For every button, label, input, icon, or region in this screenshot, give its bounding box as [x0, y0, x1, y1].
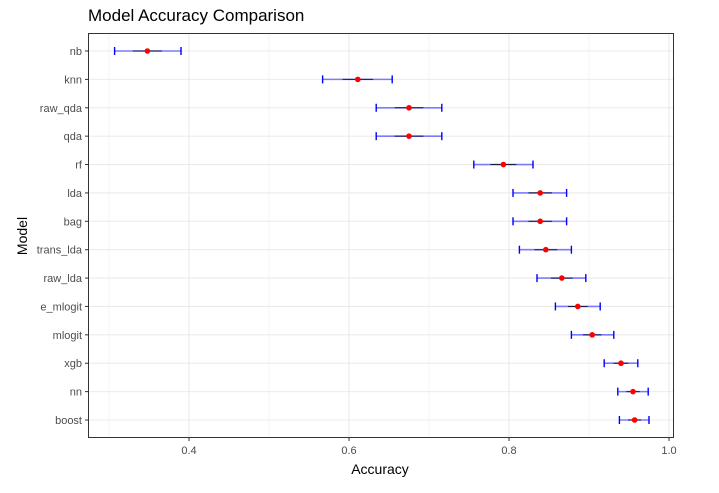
ytick-label-mlogit: mlogit — [53, 330, 82, 342]
point-qda — [406, 133, 412, 139]
grid-layer — [89, 34, 673, 437]
ytick-label-qda: qda — [64, 131, 83, 143]
xtick-label: 1.0 — [661, 445, 676, 457]
x-axis: 0.4 0.6 0.8 1.0 — [181, 437, 677, 457]
ytick-label-raw_qda: raw_qda — [40, 103, 83, 115]
point-xgb — [618, 360, 624, 367]
ytick-label-bag: bag — [64, 216, 82, 228]
point-raw_qda — [406, 104, 412, 111]
point-bag — [537, 218, 543, 225]
ytick-label-lda: lda — [67, 188, 83, 200]
point-nn — [630, 388, 636, 395]
x-axis-title: Accuracy — [351, 461, 409, 477]
point-nb — [144, 48, 151, 54]
panel-border — [88, 33, 674, 438]
point-trans_lda — [543, 246, 549, 253]
point-boost — [631, 417, 638, 423]
ytick-label-knn: knn — [64, 74, 82, 86]
ytick-label-e_mlogit: e_mlogit — [40, 301, 82, 313]
point-rf — [500, 161, 507, 168]
ytick-label-rf: rf — [75, 160, 83, 172]
ytick-label-raw_lda: raw_lda — [43, 273, 82, 285]
point-raw_lda — [559, 275, 565, 281]
xtick-label: 0.6 — [341, 445, 356, 457]
point-lda — [537, 190, 543, 196]
ytick-label-nn: nn — [70, 387, 82, 399]
point-knn — [355, 76, 361, 83]
ytick-label-xgb: xgb — [64, 358, 82, 370]
chart-title: Model Accuracy Comparison — [88, 6, 305, 25]
point-e_mlogit — [575, 303, 581, 310]
xtick-label: 0.8 — [501, 445, 516, 457]
point-layer — [144, 48, 638, 423]
ytick-label-boost: boost — [55, 415, 82, 427]
ytick-label-trans_lda: trans_lda — [37, 245, 83, 257]
point-mlogit — [589, 332, 595, 338]
y-axis-title: Model — [14, 217, 30, 255]
xtick-label: 0.4 — [181, 445, 196, 457]
ytick-label-nb: nb — [70, 46, 82, 58]
interval-layer — [113, 47, 650, 424]
